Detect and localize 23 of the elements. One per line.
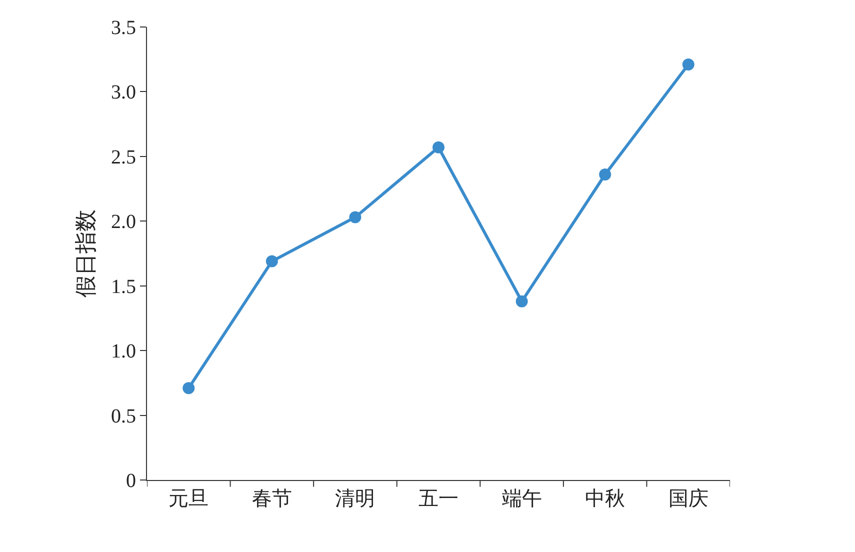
point	[182, 382, 195, 394]
x-tick-label: 国庆	[668, 488, 708, 510]
y-tick-label: 2.5	[111, 146, 136, 168]
y-tick-label: 3.0	[111, 82, 136, 104]
y-axis-title: 假日指数	[73, 210, 98, 298]
x-tick-label: 中秋	[585, 488, 626, 510]
point	[349, 211, 362, 224]
y-tick-label: 3.5	[111, 17, 136, 39]
y-tick-label: 1.0	[111, 340, 136, 363]
point	[432, 141, 444, 154]
y-tick-label: 2.0	[111, 211, 136, 234]
x-tick-label: 春节	[252, 488, 292, 510]
x-tick-label: 端午	[502, 488, 542, 510]
x-tick-label: 五一	[418, 488, 458, 510]
point	[599, 168, 612, 181]
x-tick-label: 元旦	[168, 488, 209, 510]
y-tick-label: 0.5	[111, 405, 136, 428]
y-tick-label: 0	[126, 470, 136, 492]
y-tick-label: 1.5	[111, 276, 136, 298]
point	[516, 295, 528, 308]
point	[266, 255, 278, 268]
x-tick-label: 清明	[335, 488, 376, 510]
point	[682, 58, 694, 71]
